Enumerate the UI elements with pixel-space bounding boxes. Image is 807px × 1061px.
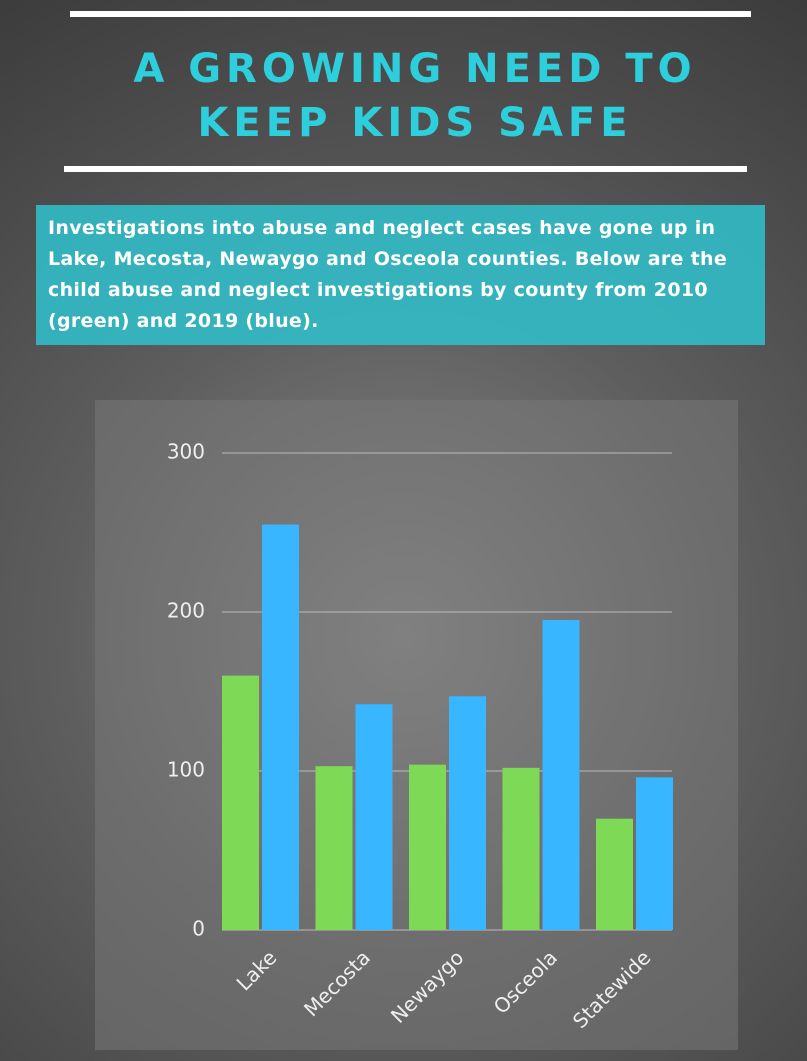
chart-panel bbox=[95, 400, 738, 1050]
y-tick-label: 200 bbox=[167, 599, 205, 623]
y-tick-label: 0 bbox=[192, 917, 205, 941]
rule bbox=[70, 11, 751, 17]
bar bbox=[262, 524, 299, 930]
bar bbox=[542, 619, 580, 930]
y-tick-label: 100 bbox=[167, 758, 205, 782]
rule bbox=[64, 166, 747, 172]
bar bbox=[502, 767, 540, 930]
bar bbox=[222, 675, 259, 930]
y-tick-label: 300 bbox=[167, 440, 205, 464]
bar bbox=[355, 704, 393, 930]
bar bbox=[596, 818, 633, 930]
title: A GROWING NEED TO KEEP KIDS SAFE bbox=[133, 46, 697, 146]
bar bbox=[315, 766, 353, 930]
bar bbox=[449, 696, 486, 930]
subtitle: Investigations into abuse and neglect ca… bbox=[36, 205, 765, 345]
bar bbox=[636, 777, 673, 930]
bar bbox=[409, 764, 446, 930]
